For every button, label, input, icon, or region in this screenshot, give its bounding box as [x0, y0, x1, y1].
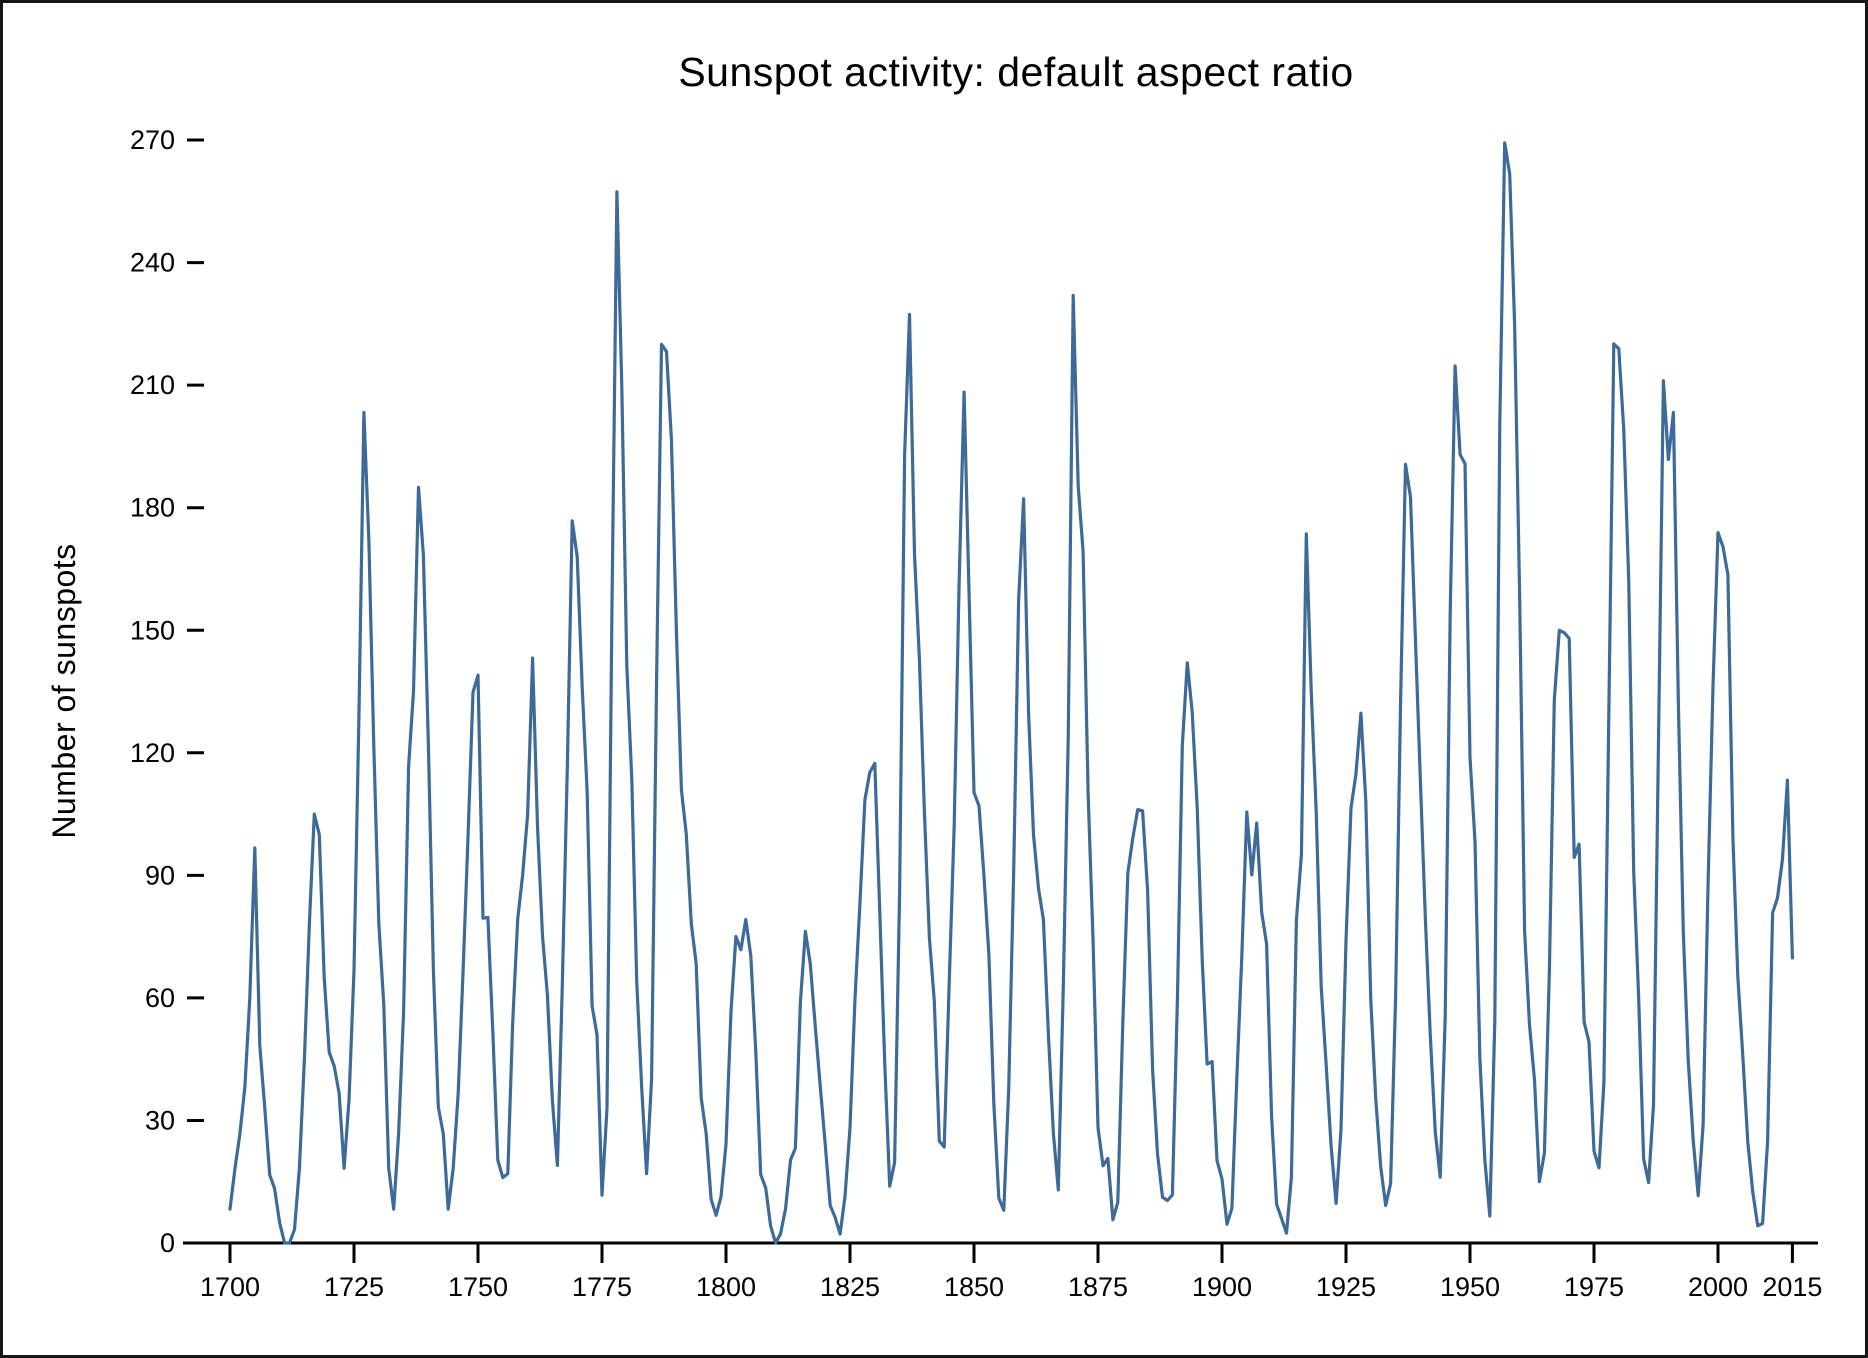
- x-tick-label: 1800: [696, 1272, 756, 1302]
- chart-title: Sunspot activity: default aspect ratio: [678, 49, 1353, 95]
- x-tick-label: 1775: [572, 1272, 632, 1302]
- x-tick-label: 1950: [1440, 1272, 1500, 1302]
- x-tick-label: 2015: [1762, 1272, 1822, 1302]
- x-axis: 1700 1725 1750 1775 1800 1825 1850 1875 1900 1925…: [183, 1241, 1822, 1302]
- x-tick-label: 1850: [944, 1272, 1004, 1302]
- y-tick-label: 180: [130, 493, 175, 523]
- y-tick-label: 0: [160, 1228, 175, 1258]
- y-tick-label: 270: [130, 125, 175, 155]
- x-tick-label: 1700: [200, 1272, 260, 1302]
- y-tick-label: 120: [130, 738, 175, 768]
- x-tick-label: 1725: [324, 1272, 384, 1302]
- y-axis: 0 30 60 90 120 150 180 210 240 270: [130, 125, 204, 1258]
- y-tick-label: 60: [145, 983, 175, 1013]
- x-tick-label: 1825: [820, 1272, 880, 1302]
- x-tick-label: 2000: [1688, 1272, 1748, 1302]
- y-axis-title: Number of sunspots: [46, 543, 82, 838]
- x-tick-label: 1925: [1316, 1272, 1376, 1302]
- y-tick-label: 150: [130, 615, 175, 645]
- y-tick-label: 30: [145, 1105, 175, 1135]
- x-tick-label: 1975: [1564, 1272, 1624, 1302]
- sunspot-line-chart: Sunspot activity: default aspect ratio N…: [46, 49, 1822, 1302]
- x-tick-label: 1875: [1068, 1272, 1128, 1302]
- x-tick-label: 1900: [1192, 1272, 1252, 1302]
- data-line: [228, 141, 1794, 1245]
- x-tick-label: 1750: [448, 1272, 508, 1302]
- y-tick-label: 210: [130, 370, 175, 400]
- y-tick-label: 90: [145, 860, 175, 890]
- y-tick-label: 240: [130, 248, 175, 278]
